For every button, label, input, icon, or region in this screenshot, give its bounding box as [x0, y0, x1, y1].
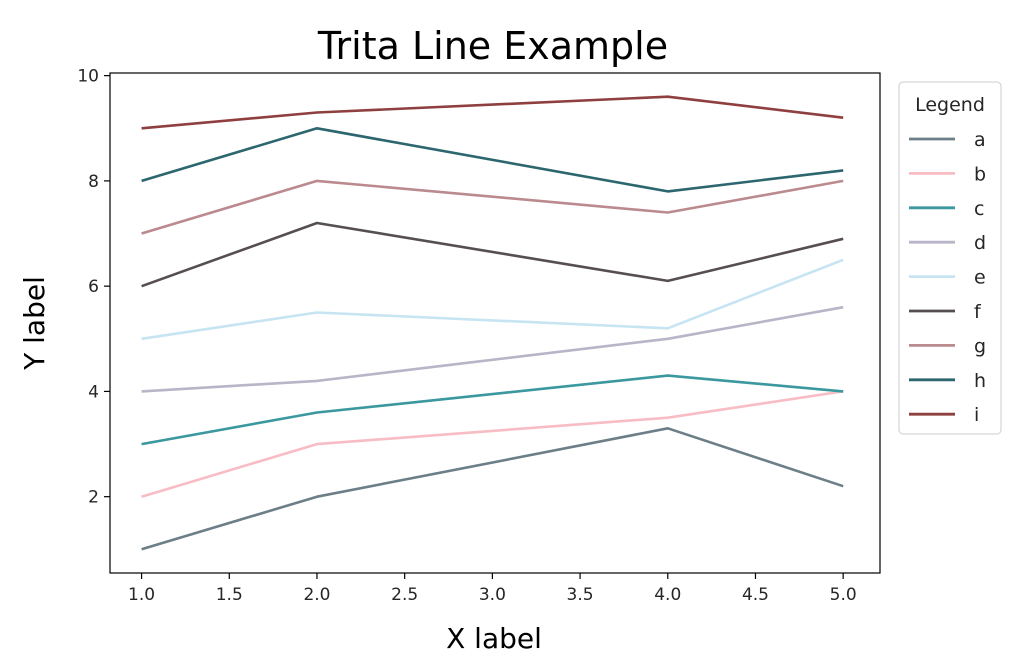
series-line-f — [141, 221, 844, 288]
series-line-b — [141, 390, 844, 498]
x-axis: 1.0 1.5 2.0 2.5 3.0 3.5 4.0 4.5 5.0 — [128, 573, 857, 605]
y-tick-label: 10 — [77, 67, 99, 87]
y-axis: 2 4 6 8 10 — [77, 67, 110, 508]
x-tick-label: 1.5 — [216, 585, 243, 605]
legend-label-b: b — [974, 163, 986, 185]
legend-title: Legend — [915, 94, 985, 116]
legend-label-d: d — [974, 232, 986, 254]
x-tick-label: 2.5 — [391, 585, 418, 605]
series-line-e — [141, 258, 844, 341]
x-axis-title: X label — [446, 622, 542, 655]
x-tick-label: 4.5 — [742, 585, 769, 605]
y-axis-title: Y label — [18, 276, 51, 371]
series-line-i — [141, 95, 844, 130]
x-tick-label: 1.0 — [128, 585, 155, 605]
y-tick-label: 6 — [88, 277, 99, 297]
x-tick-label: 4.0 — [654, 585, 681, 605]
legend-label-i: i — [974, 404, 979, 426]
chart-title: Trita Line Example — [317, 24, 668, 68]
series-line-h — [141, 127, 844, 193]
x-tick-label: 5.0 — [830, 585, 857, 605]
legend-label-a: a — [974, 129, 986, 151]
series-layer — [141, 95, 844, 551]
legend-label-g: g — [974, 335, 986, 357]
series-line-a — [141, 426, 844, 551]
y-tick-label: 8 — [88, 172, 99, 192]
legend-label-c: c — [974, 198, 984, 220]
y-tick-label: 4 — [88, 382, 99, 402]
x-tick-label: 3.0 — [479, 585, 506, 605]
plot-frame — [109, 72, 881, 574]
legend-label-f: f — [974, 301, 982, 323]
legend-label-e: e — [974, 267, 986, 289]
series-line-d — [141, 305, 844, 393]
series-line-g — [141, 179, 844, 235]
y-tick-label: 2 — [88, 488, 99, 508]
x-tick-label: 3.5 — [567, 585, 594, 605]
x-tick-label: 2.0 — [303, 585, 330, 605]
series-line-c — [141, 374, 844, 446]
legend-label-h: h — [974, 370, 986, 392]
